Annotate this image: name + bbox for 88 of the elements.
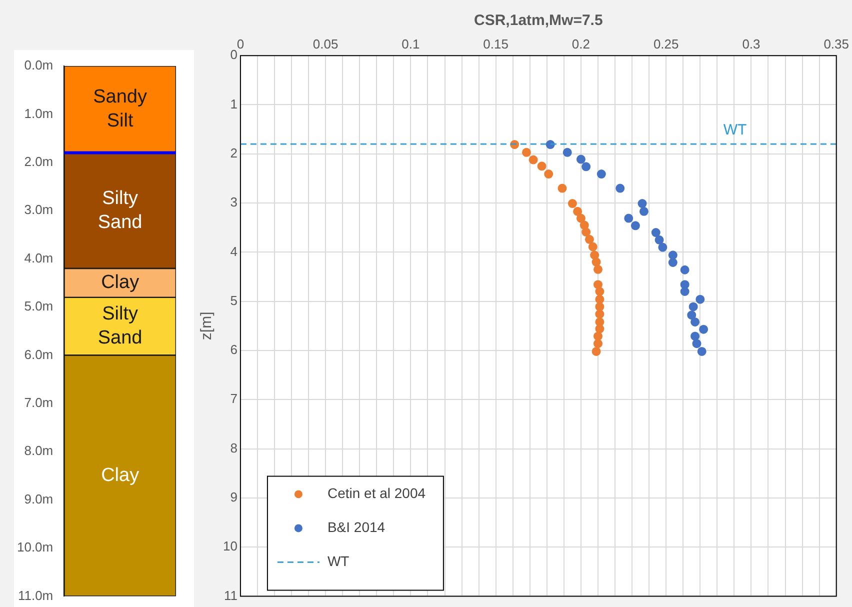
y-tick-label: 0.0m (24, 58, 54, 73)
point (692, 339, 702, 348)
series-label: Silty Sand (98, 188, 142, 233)
y-tick-label: 8.0m (24, 443, 54, 458)
y-tick-label: 1.0m (24, 106, 54, 121)
x-tick-label: 0.25 (653, 36, 679, 52)
legend-label: Cetin et al 2004 (327, 485, 426, 502)
point (522, 148, 531, 157)
point (616, 184, 625, 193)
point (595, 294, 604, 304)
y-tick-label: 5.0m (24, 298, 54, 314)
series-label: Clay (101, 272, 140, 294)
point (595, 310, 604, 319)
point (690, 317, 700, 326)
point (668, 250, 678, 260)
point (573, 206, 582, 216)
legend-label: WT (327, 553, 350, 570)
point (537, 162, 546, 171)
point (688, 302, 698, 312)
y-tick-label: 6 (230, 342, 238, 358)
point (690, 332, 700, 341)
point (595, 287, 604, 296)
y-tick-label: 11 (224, 588, 238, 603)
legend-label: B&I 2014 (327, 519, 386, 536)
point (593, 332, 602, 341)
y-tick-label: 9.0m (24, 491, 54, 506)
point (584, 234, 594, 244)
point (630, 221, 640, 230)
x-tick-label: 0.15 (483, 36, 508, 52)
y-tick-label: 0 (230, 47, 238, 62)
point (668, 258, 678, 268)
y-tick-label: 2.0m (24, 154, 54, 169)
point (593, 264, 602, 274)
y-tick-label: 7.0m (24, 394, 54, 410)
point (697, 346, 706, 356)
point (658, 242, 668, 252)
point (639, 206, 648, 216)
x-tick-label: 0.3 (742, 36, 760, 52)
y-tick-label: 2 (230, 145, 238, 160)
point (544, 170, 554, 179)
y-tick-label: 3 (230, 194, 238, 210)
y-tick-label: 7 (230, 391, 238, 406)
point (592, 258, 601, 267)
y-tick-label: 11.0m (18, 588, 54, 603)
x-tick-label: 0.35 (824, 36, 850, 52)
y-tick-label: 9 (230, 489, 238, 504)
y-tick-label: 1 (230, 96, 238, 112)
point (596, 170, 606, 179)
point (568, 199, 577, 208)
x-tick-label: 0.2 (572, 36, 590, 52)
point (528, 155, 538, 164)
series-label: Sandy Silt (93, 86, 148, 132)
point (562, 148, 572, 157)
point (576, 214, 586, 223)
series-label: Clay (101, 464, 140, 486)
series-label: Silty Sand (98, 304, 142, 349)
y-tick-label: 4.0m (24, 250, 54, 266)
text: WT (723, 122, 747, 139)
y-axis-title: z[m] (198, 312, 216, 340)
point (595, 324, 604, 334)
point (680, 287, 690, 296)
x-tick-label: 0.05 (312, 36, 338, 52)
point (558, 184, 567, 193)
point (699, 324, 708, 334)
point (582, 162, 591, 172)
point (651, 228, 660, 238)
x-tick-label: 0.1 (402, 36, 420, 52)
point (582, 228, 591, 237)
point (687, 310, 696, 320)
point (592, 346, 601, 356)
x-axis-title: CSR,1atm,Mw=7.5 (474, 12, 603, 30)
y-tick-label: 3.0m (24, 202, 54, 218)
point (576, 154, 586, 164)
point (595, 302, 604, 312)
y-tick-label: 5 (230, 292, 238, 308)
y-tick-label: 4 (230, 244, 238, 259)
point (638, 199, 647, 208)
point (696, 294, 705, 304)
y-tick-label: 6.0m (24, 346, 54, 362)
point (680, 265, 690, 274)
y-tick-label: 10.0m (16, 540, 54, 555)
y-tick-label: 8 (230, 440, 238, 456)
y-tick-label: 10 (222, 538, 238, 554)
point (624, 214, 634, 223)
point (546, 140, 555, 150)
point (588, 242, 598, 252)
point (654, 235, 664, 244)
point (593, 339, 602, 348)
